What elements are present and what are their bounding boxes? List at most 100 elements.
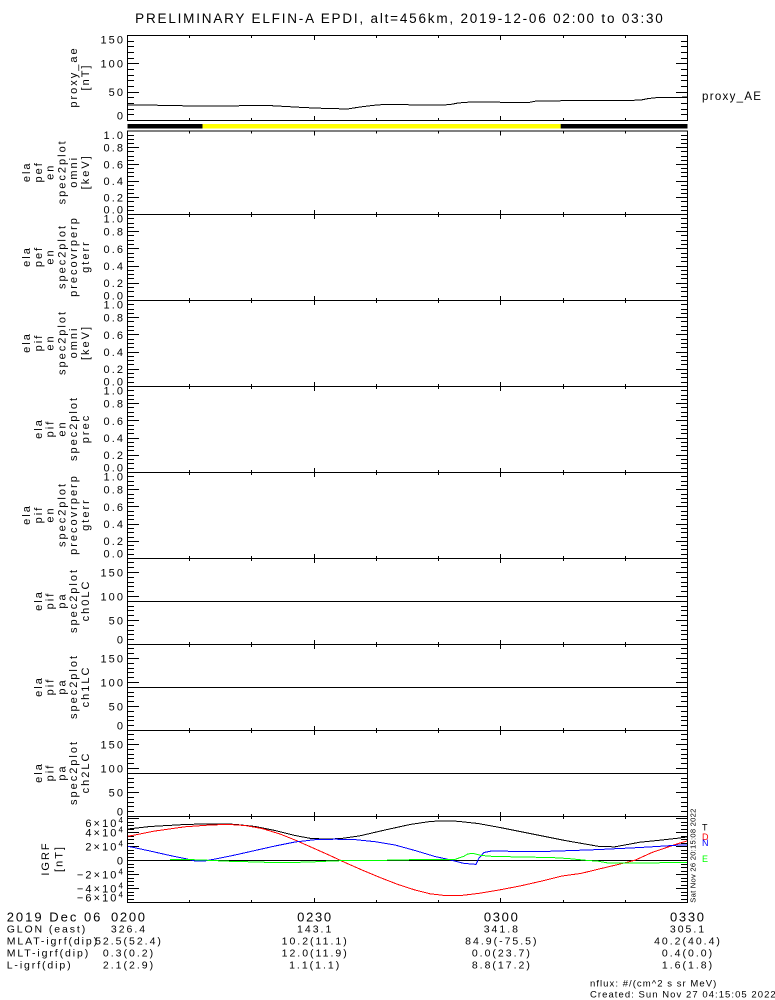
svg-text:100: 100 — [100, 59, 125, 71]
svg-text:1.6(1.8): 1.6(1.8) — [662, 960, 714, 972]
svg-text:0.4: 0.4 — [104, 261, 126, 273]
svg-text:spec2plot: spec2plot — [68, 740, 80, 805]
svg-text:ela: ela — [21, 161, 33, 182]
svg-text:6×104: 6×104 — [85, 816, 125, 830]
svg-text:150: 150 — [100, 653, 125, 665]
svg-text:0.6: 0.6 — [104, 159, 126, 171]
svg-text:305.1: 305.1 — [670, 924, 706, 936]
svg-text:spec2plot: spec2plot — [68, 654, 80, 719]
svg-text:ela: ela — [21, 332, 33, 353]
svg-text:10.2(11.1): 10.2(11.1) — [282, 936, 349, 948]
svg-text:0.8: 0.8 — [104, 313, 126, 325]
svg-text:−2×104: −2×104 — [77, 868, 125, 882]
svg-text:N: N — [702, 838, 709, 848]
svg-text:pif: pif — [45, 764, 57, 782]
svg-text:omni: omni — [68, 156, 80, 188]
svg-text:12.0(11.9): 12.0(11.9) — [282, 948, 349, 960]
svg-text:326.4: 326.4 — [111, 924, 147, 936]
svg-text:0.8: 0.8 — [104, 399, 126, 411]
svg-text:50: 50 — [109, 615, 125, 627]
svg-text:spec2plot: spec2plot — [56, 310, 68, 375]
svg-text:pef: pef — [33, 246, 45, 267]
svg-text:proxy_ae: proxy_ae — [68, 46, 80, 107]
svg-text:en: en — [45, 248, 57, 264]
svg-text:0230: 0230 — [297, 909, 333, 924]
svg-text:0.0: 0.0 — [104, 204, 126, 216]
svg-text:0: 0 — [117, 110, 125, 122]
svg-text:150: 150 — [100, 567, 125, 579]
svg-text:ela: ela — [33, 676, 45, 697]
svg-text:D: D — [702, 832, 709, 842]
svg-text:0.2: 0.2 — [104, 450, 126, 462]
svg-text:pif: pif — [33, 334, 45, 352]
svg-text:0.0: 0.0 — [104, 462, 126, 474]
svg-text:0.8: 0.8 — [104, 227, 126, 239]
svg-text:52.5(52.4): 52.5(52.4) — [95, 936, 163, 948]
svg-text:100: 100 — [100, 677, 125, 689]
svg-text:0: 0 — [117, 634, 125, 646]
svg-text:84.9(-75.5): 84.9(-75.5) — [465, 936, 538, 948]
svg-text:0.6: 0.6 — [104, 416, 126, 428]
svg-text:0: 0 — [117, 720, 125, 732]
svg-text:pif: pif — [45, 420, 57, 438]
svg-text:100: 100 — [100, 763, 125, 775]
svg-text:0.2: 0.2 — [104, 193, 126, 205]
svg-text:0.6: 0.6 — [104, 502, 126, 514]
svg-text:spec2plot: spec2plot — [68, 396, 80, 461]
svg-text:en: en — [45, 506, 57, 522]
svg-text:4×104: 4×104 — [85, 826, 125, 840]
svg-text:2×104: 2×104 — [85, 840, 125, 854]
svg-text:prec: prec — [80, 414, 92, 443]
svg-text:−4×104: −4×104 — [77, 881, 125, 895]
svg-text:E: E — [702, 854, 708, 864]
svg-text:[nT]: [nT] — [53, 845, 65, 872]
svg-text:pa: pa — [56, 764, 68, 780]
svg-text:en: en — [45, 334, 57, 350]
svg-text:0.2: 0.2 — [104, 536, 126, 548]
svg-text:pif: pif — [45, 592, 57, 610]
svg-text:0.4: 0.4 — [104, 347, 126, 359]
svg-text:ela: ela — [21, 504, 33, 525]
svg-text:gterr: gterr — [80, 240, 92, 273]
svg-text:Created: Sun Nov 27 04:15:05 2: Created: Sun Nov 27 04:15:05 2022 — [590, 990, 775, 1000]
svg-text:0.4: 0.4 — [104, 433, 126, 445]
svg-text:50: 50 — [109, 787, 125, 799]
svg-text:ela: ela — [33, 590, 45, 611]
svg-text:1.0: 1.0 — [104, 472, 126, 484]
svg-text:0.0(23.7): 0.0(23.7) — [472, 948, 532, 960]
svg-text:MLT-igrf(dip): MLT-igrf(dip) — [7, 948, 90, 960]
svg-text:0200: 0200 — [111, 909, 147, 924]
svg-text:ela: ela — [33, 418, 45, 439]
svg-text:150: 150 — [100, 739, 125, 751]
svg-text:0.4: 0.4 — [104, 176, 126, 188]
svg-text:GLON (east): GLON (east) — [7, 924, 87, 936]
svg-text:341.8: 341.8 — [484, 924, 520, 936]
svg-text:ela: ela — [33, 762, 45, 783]
svg-text:ela: ela — [21, 246, 33, 267]
svg-text:spec2plot: spec2plot — [56, 224, 68, 289]
svg-text:0.0: 0.0 — [104, 376, 126, 388]
svg-text:0.8: 0.8 — [104, 143, 126, 155]
svg-text:2.1(2.9): 2.1(2.9) — [103, 960, 155, 972]
svg-text:L-igrf(dip): L-igrf(dip) — [7, 960, 73, 972]
svg-text:40.2(40.4): 40.2(40.4) — [654, 936, 722, 948]
svg-text:0.6: 0.6 — [104, 330, 126, 342]
svg-text:143.1: 143.1 — [297, 924, 333, 936]
svg-text:1.0: 1.0 — [104, 214, 126, 226]
svg-text:[keV]: [keV] — [80, 154, 92, 189]
svg-text:precovrperp: precovrperp — [68, 216, 80, 297]
svg-text:0330: 0330 — [670, 909, 706, 924]
svg-text:[nT]: [nT] — [80, 64, 92, 91]
svg-text:−6×104: −6×104 — [77, 890, 125, 904]
svg-text:gterr: gterr — [80, 498, 92, 531]
svg-text:spec2plot: spec2plot — [68, 568, 80, 633]
svg-text:50: 50 — [109, 701, 125, 713]
svg-text:0.0: 0.0 — [104, 548, 126, 560]
svg-text:ch2LC: ch2LC — [80, 752, 92, 794]
svg-text:0300: 0300 — [484, 909, 520, 924]
svg-text:0.4: 0.4 — [104, 519, 126, 531]
svg-text:Sat Nov 26 20:15:08 2022: Sat Nov 26 20:15:08 2022 — [688, 808, 697, 902]
svg-text:pif: pif — [45, 678, 57, 696]
svg-text:nflux: #/(cm^2 s sr MeV): nflux: #/(cm^2 s sr MeV) — [590, 979, 717, 990]
svg-text:0.6: 0.6 — [104, 244, 126, 256]
